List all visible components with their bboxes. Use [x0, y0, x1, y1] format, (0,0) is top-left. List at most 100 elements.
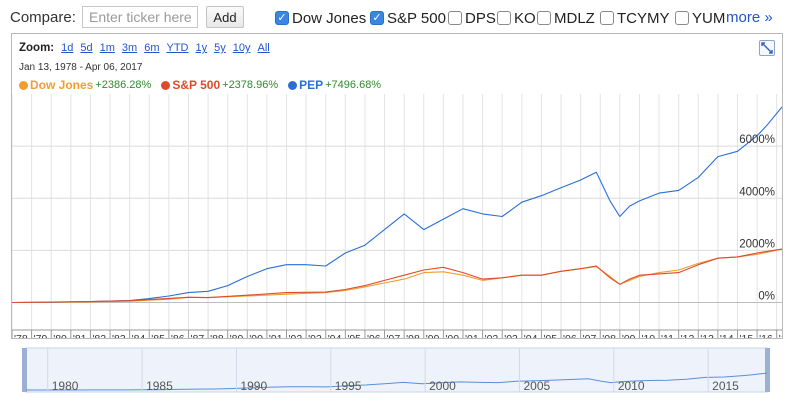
x-tick-label: '00	[445, 333, 459, 338]
x-tick-label: '97	[387, 333, 401, 338]
checkbox-unchecked-icon	[497, 11, 511, 25]
navigator-year-label: 2000	[429, 379, 456, 393]
x-tick-label: '84	[132, 333, 146, 338]
x-tick-label: '03	[504, 333, 518, 338]
y-tick-label: 2000%	[739, 238, 775, 250]
checkbox-label: KO	[514, 9, 536, 27]
x-tick-label: '01	[465, 333, 479, 338]
legend-dot-icon	[288, 80, 298, 90]
x-tick-label: '94	[328, 333, 342, 338]
compare-bar: Compare: Add ✓ Dow Jones ✓ S&P 500 DPS K…	[0, 0, 799, 34]
legend-change: +2386.28%	[95, 79, 152, 91]
x-tick-label: '88	[210, 333, 224, 338]
checkbox-ko[interactable]: KO	[497, 9, 536, 27]
checkbox-label: YUM	[692, 9, 726, 27]
navigator-series-line	[26, 372, 768, 391]
checkbox-yum[interactable]: YUM	[675, 9, 725, 27]
x-tick-label: '10	[641, 333, 655, 338]
x-tick-label: '15	[739, 333, 753, 338]
x-tick-label: '07	[583, 333, 597, 338]
navigator-year-label: 1995	[335, 379, 362, 393]
x-tick-label: '91	[269, 333, 283, 338]
x-tick-label: '79	[34, 333, 48, 338]
y-tick-label: 6000%	[739, 134, 775, 146]
navigator-right-handle[interactable]	[765, 348, 770, 392]
x-tick-label: '06	[563, 333, 577, 338]
checkbox-dps[interactable]: DPS	[448, 9, 496, 27]
zoom-1y[interactable]: 1y	[195, 42, 208, 54]
x-tick-label: '16	[759, 333, 773, 338]
checkbox-sp500[interactable]: ✓ S&P 500	[370, 9, 446, 27]
date-range: Jan 13, 1978 - Apr 06, 2017	[19, 62, 143, 73]
x-tick-label: '82	[92, 333, 106, 338]
checkbox-checked-icon: ✓	[370, 11, 384, 25]
checkbox-unchecked-icon	[448, 11, 462, 25]
x-tick-label: '78	[14, 333, 28, 338]
legend-item-sp500: S&P 500 +2378.96%	[161, 78, 278, 92]
checkbox-checked-icon: ✓	[275, 11, 289, 25]
checkbox-label: Dow Jones	[292, 9, 367, 27]
x-tick-label: '99	[426, 333, 440, 338]
zoom-5y[interactable]: 5y	[214, 42, 226, 54]
checkbox-unchecked-icon	[600, 11, 614, 25]
legend-change: +7496.68%	[325, 79, 382, 91]
add-ticker-button[interactable]: Add	[206, 6, 244, 28]
x-tick-label: '04	[524, 333, 538, 338]
zoom-1d[interactable]: 1d	[61, 42, 74, 54]
legend-name: S&P 500	[172, 78, 221, 92]
x-tick-label: '96	[367, 333, 381, 338]
checkbox-label: TCYMY	[617, 9, 670, 27]
y-tick-label: 0%	[758, 291, 775, 303]
zoom-all[interactable]: All	[257, 42, 270, 54]
series-line-dow-jones	[12, 248, 782, 304]
legend-item-dow-jones: Dow Jones +2386.28%	[19, 78, 151, 92]
legend-name: Dow Jones	[30, 78, 94, 92]
checkbox-unchecked-icon	[537, 11, 551, 25]
x-tick-label: '98	[406, 333, 420, 338]
zoom-1m[interactable]: 1m	[99, 42, 115, 54]
more-tickers-link[interactable]: more »	[726, 9, 773, 26]
zoom-10y[interactable]: 10y	[232, 42, 251, 54]
line-chart[interactable]: 0% 2000% 4000% 6000% '78 '79 '80 '81 '82 '83 '84 '8…	[12, 34, 782, 338]
grid-lines	[12, 94, 782, 330]
checkbox-dow-jones[interactable]: ✓ Dow Jones	[275, 9, 366, 27]
x-tick-label: '05	[543, 333, 557, 338]
zoom-controls: Zoom: 1d 5d 1m 3m 6m YTD 1y 5y 10y All	[19, 42, 270, 54]
expand-chart-button[interactable]	[759, 40, 775, 56]
x-tick-label: '83	[112, 333, 126, 338]
zoom-ytd[interactable]: YTD	[166, 42, 189, 54]
legend-dot-icon	[161, 80, 171, 90]
x-tick-label: '85	[151, 333, 165, 338]
range-navigator[interactable]: 1980 1985 1990 1995 2000 2005 2010 2015	[0, 340, 799, 400]
x-tick-label: '80	[53, 333, 67, 338]
y-tick-label: 4000%	[739, 186, 775, 198]
navigator-left-handle[interactable]	[22, 348, 27, 392]
checkbox-label: MDLZ	[554, 9, 595, 27]
x-tick-label: '11	[661, 333, 674, 338]
x-tick-label: '89	[230, 333, 244, 338]
x-tick-label: '13	[700, 333, 714, 338]
x-tick-label: '90	[249, 333, 263, 338]
legend: Dow Jones +2386.28% S&P 500 +2378.96% PE…	[19, 78, 381, 92]
zoom-6m[interactable]: 6m	[144, 42, 160, 54]
zoom-label: Zoom:	[19, 42, 55, 54]
zoom-5d[interactable]: 5d	[80, 42, 93, 54]
compare-label: Compare:	[10, 9, 76, 26]
x-tick-label: '09	[622, 333, 636, 338]
checkbox-unchecked-icon	[675, 11, 689, 25]
checkbox-mdlz[interactable]: MDLZ	[537, 9, 595, 27]
navigator-year-label: 1985	[146, 379, 173, 393]
navigator-year-label: 2010	[618, 379, 645, 393]
checkbox-tcymy[interactable]: TCYMY	[600, 9, 670, 27]
checkbox-label: DPS	[465, 9, 496, 27]
navigator-year-label: 1980	[52, 379, 79, 393]
x-tick-label: '1	[779, 333, 782, 338]
ticker-search-input[interactable]	[82, 6, 198, 28]
x-tick-label: '95	[347, 333, 361, 338]
navigator-selected-range[interactable]	[25, 347, 768, 393]
checkbox-label: S&P 500	[387, 9, 446, 27]
series-line-s-p-500	[12, 248, 782, 304]
series-line-pep	[12, 106, 782, 304]
zoom-3m[interactable]: 3m	[121, 42, 138, 54]
chart-frame: 0% 2000% 4000% 6000% '78 '79 '80 '81 '82 '83 '84 '8…	[11, 33, 783, 339]
